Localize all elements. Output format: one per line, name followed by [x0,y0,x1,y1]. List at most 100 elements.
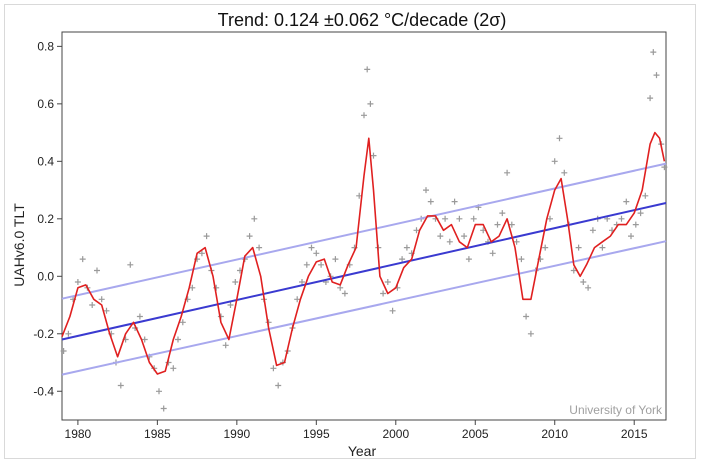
monthly-data-point [653,72,660,79]
monthly-data-point [575,244,582,251]
y-axis-label: UAHv6.0 TLT [11,203,27,287]
monthly-data-point [232,279,239,285]
monthly-data-point [60,348,67,354]
monthly-data-point [623,198,630,205]
x-tick-label: 1985 [144,427,171,441]
monthly-data-point [542,244,549,251]
monthly-data-point [179,319,186,326]
monthly-data-point [103,307,110,314]
monthly-data-point [299,279,305,285]
monthly-data-point [523,313,530,320]
monthly-data-point [551,158,558,165]
monthly-data-point [318,261,325,268]
monthly-data-point [364,66,371,73]
monthly-data-point [556,135,563,142]
monthly-data-point [403,244,410,251]
monthly-data-point [370,152,377,159]
monthly-data-point [599,244,606,251]
monthly-data-point [423,187,429,194]
monthly-data-point [451,198,458,205]
monthly-data-point [632,221,639,228]
monthly-data-point [361,112,367,119]
monthly-data-point [389,307,396,314]
monthly-data-point [170,365,177,372]
monthly-data-point [198,250,205,257]
trend-line [61,202,667,341]
monthly-data-point [127,261,134,268]
chart-title: Trend: 0.124 ±0.062 °C/decade (2σ) [218,10,507,30]
monthly-data-point [308,244,315,251]
monthly-data-point [156,388,162,395]
monthly-data-point [494,221,501,228]
monthly-data-point [561,169,568,176]
credit-label: University of York [569,403,663,417]
monthly-data-point [303,261,310,268]
x-tick-label: 1980 [65,427,92,441]
monthly-data-point [117,382,124,389]
monthly-data-point [367,100,374,107]
monthly-data-point [246,233,253,240]
lower-confidence-line [61,240,667,376]
monthly-data-point [661,164,668,171]
monthly-data-point [94,267,100,274]
x-tick-label: 2005 [462,427,489,441]
monthly-data-point [618,215,625,222]
monthly-data-point [518,256,525,263]
monthly-data-point [547,215,553,222]
monthly-data-point [446,238,453,245]
monthly-data-point [461,233,468,240]
y-tick-label: -0.2 [33,327,54,341]
y-tick-label: 0.6 [37,97,54,111]
monthly-data-point [527,330,534,337]
monthly-data-point [427,198,434,205]
monthly-data-point [160,405,167,412]
monthly-data-point [222,342,229,349]
x-tick-label: 2015 [621,427,648,441]
monthly-data-point [332,256,339,263]
monthly-data-point [136,313,143,320]
monthly-data-point [65,330,72,337]
monthly-data-point [341,290,348,297]
monthly-data-point [227,302,234,308]
y-tick-label: -0.4 [33,384,54,398]
monthly-data-point [98,296,105,303]
monthly-data-point [570,267,577,274]
y-tick-label: 0.4 [37,154,54,168]
monthly-data-point [580,279,587,285]
y-tick-label: 0.2 [37,212,54,226]
monthly-data-point [141,336,148,343]
monthly-data-point [175,336,181,343]
x-axis-label: Year [348,443,377,459]
monthly-data-point [399,256,406,263]
monthly-data-point [74,279,81,285]
monthly-data-point [189,284,196,291]
monthly-data-point [585,284,592,291]
monthly-data-point [380,290,387,297]
monthly-data-point [313,250,320,257]
upper-confidence-line [61,162,667,300]
monthly-data-point [251,215,258,222]
monthly-data-point [513,238,520,245]
x-tick-label: 1990 [223,427,250,441]
monthly-data-point [465,256,472,263]
x-tick-label: 2000 [382,427,409,441]
monthly-data-point [628,233,634,240]
monthly-data-point [413,227,420,234]
monthly-data-point [442,215,449,222]
monthly-data-point [456,215,463,222]
monthly-data-point [470,215,477,222]
monthly-data-point [89,302,96,308]
monthly-data-point [499,210,506,217]
monthly-data-point [642,192,649,199]
monthly-data-point [589,227,596,234]
monthly-data-point [79,256,86,263]
monthly-data-point [647,95,654,102]
monthly-data-point [508,221,515,228]
monthly-data-point [275,382,282,389]
x-tick-label: 1995 [303,427,330,441]
y-tick-label: 0.8 [37,39,54,53]
monthly-data-point [650,49,657,56]
monthly-data-point [294,296,301,303]
monthly-data-point [437,233,444,240]
